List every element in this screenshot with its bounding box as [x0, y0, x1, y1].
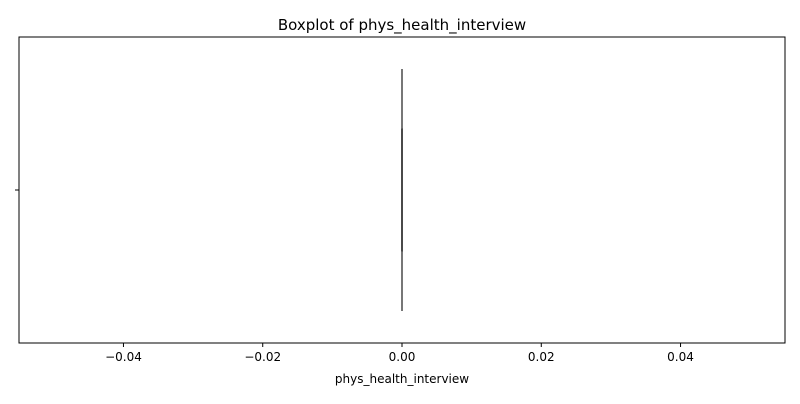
x-tick-label: −0.04 — [105, 350, 142, 364]
x-tick-label: −0.02 — [244, 350, 281, 364]
x-tick-label: 0.02 — [528, 350, 555, 364]
x-tick-label: 0.04 — [667, 350, 694, 364]
x-tick-label: 0.00 — [389, 350, 416, 364]
x-axis-label: phys_health_interview — [335, 372, 469, 386]
chart-title: Boxplot of phys_health_interview — [278, 16, 526, 35]
x-axis-ticks: −0.04 −0.02 0.00 0.02 0.04 — [105, 343, 694, 364]
